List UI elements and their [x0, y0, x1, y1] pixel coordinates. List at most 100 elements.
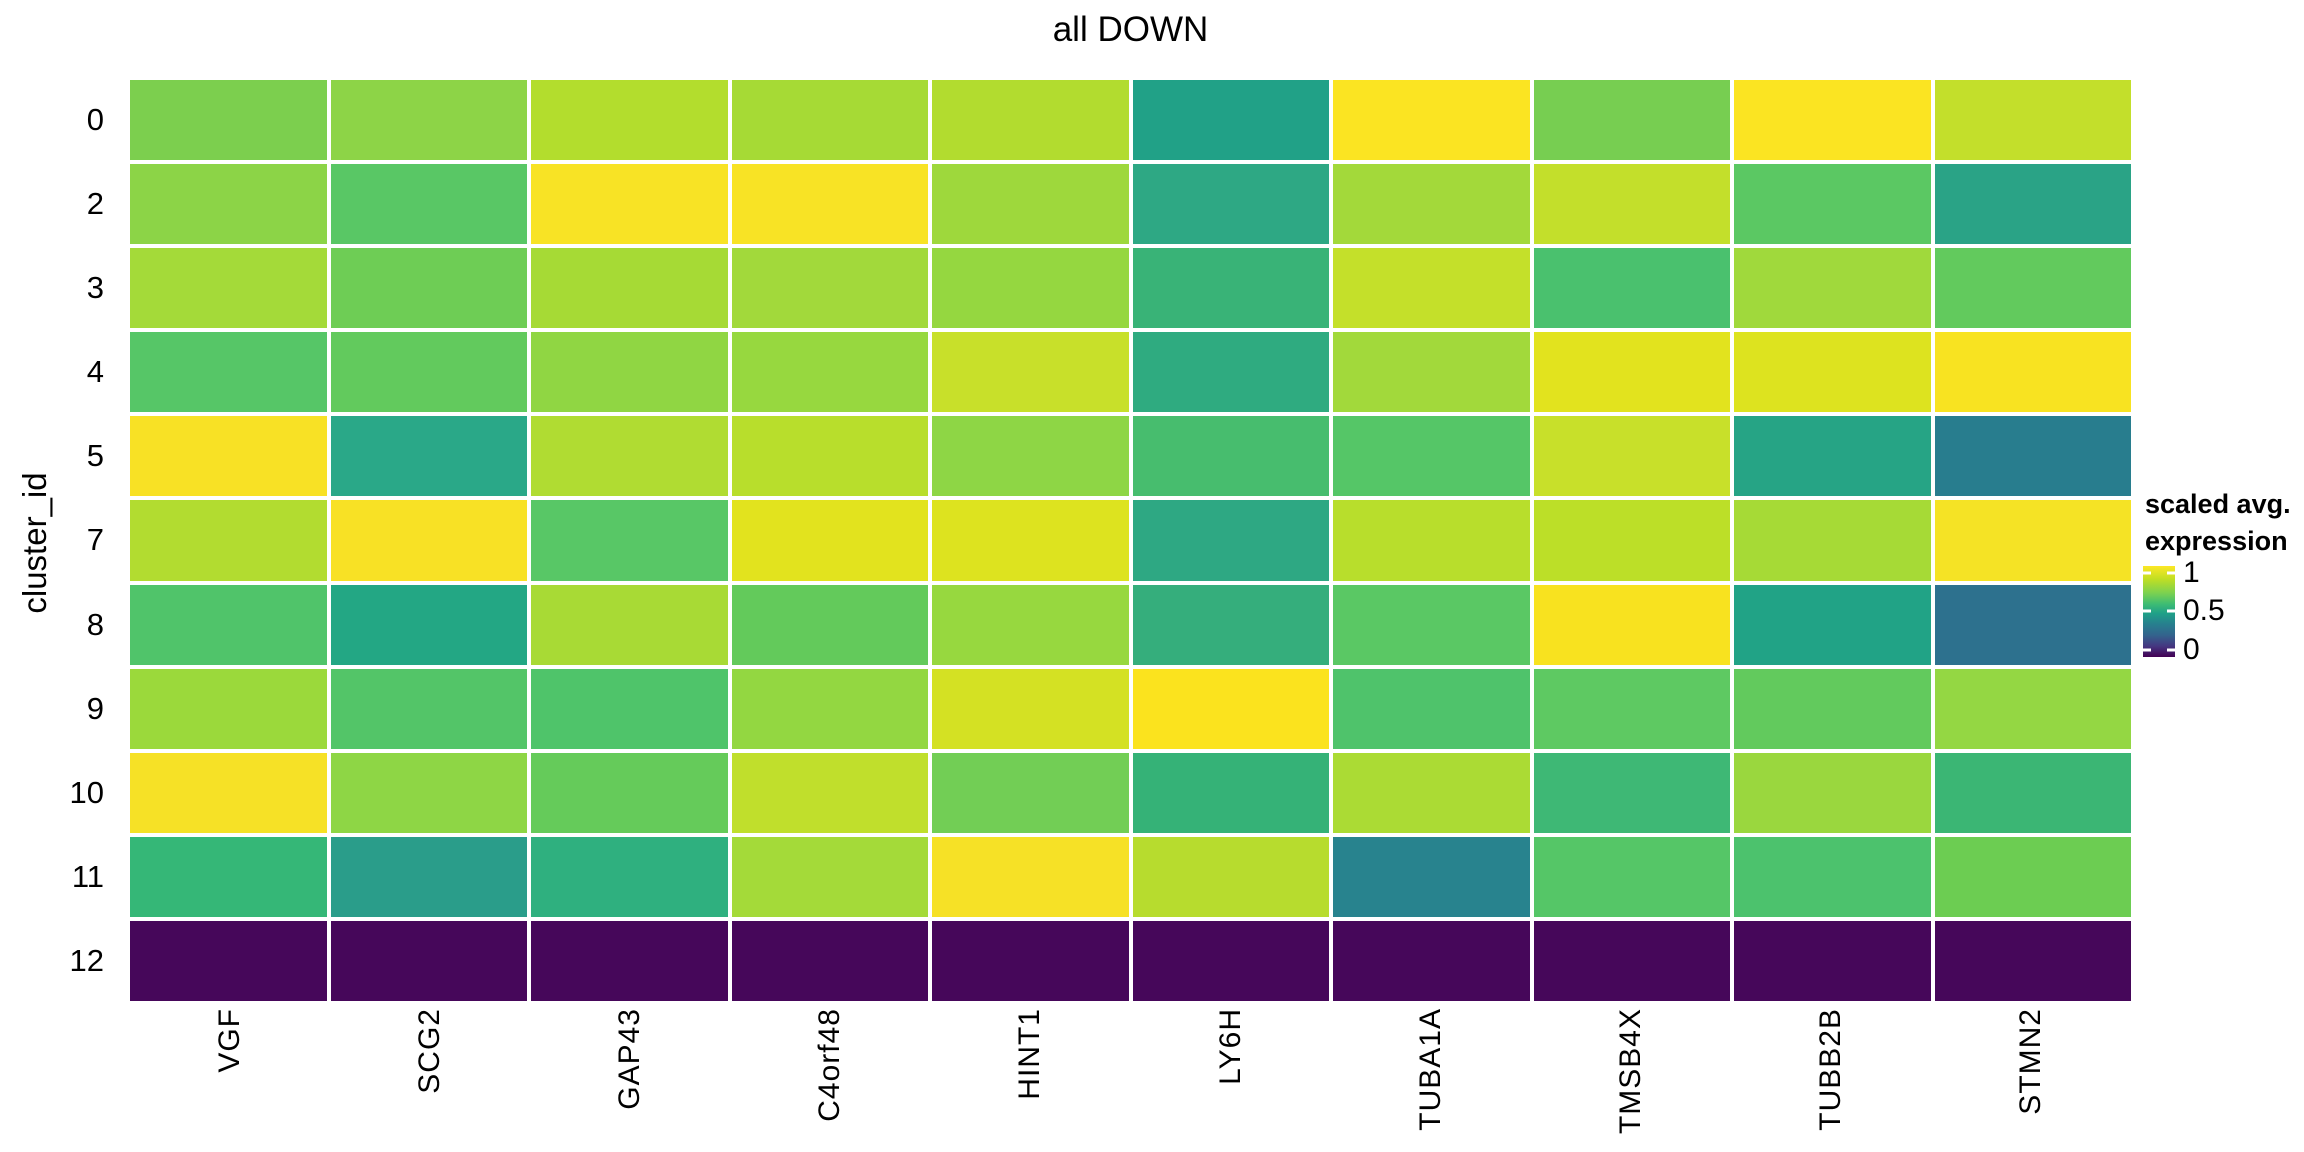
- heatmap-cell-0-HINT1: [932, 80, 1129, 161]
- heatmap-cell-10-LY6H: [1132, 752, 1329, 833]
- heatmap-cell-0-LY6H: [1132, 80, 1329, 161]
- heatmap-cell-8-TUBA1A: [1333, 584, 1530, 665]
- heatmap-cell-7-SCG2: [330, 500, 527, 581]
- heatmap-cell-10-GAP43: [531, 752, 728, 833]
- heatmap-cell-3-STMN2: [1934, 248, 2131, 329]
- y-tick-label-10: 10: [69, 774, 104, 810]
- y-tick-label-8: 8: [86, 606, 104, 642]
- x-tick-cell-C4orf48: C4orf48: [730, 1008, 930, 1150]
- heatmap-cell-2-LY6H: [1132, 164, 1329, 245]
- heatmap-cell-5-GAP43: [531, 416, 728, 497]
- chart-title: all DOWN: [1052, 10, 1209, 49]
- heatmap-cell-11-TUBB2B: [1734, 836, 1931, 917]
- y-tick-label-12: 12: [69, 942, 104, 978]
- heatmap-cell-12-STMN2: [1934, 920, 2131, 1001]
- heatmap-cell-5-TMSB4X: [1533, 416, 1730, 497]
- y-tick-label-4: 4: [86, 354, 104, 390]
- x-tick-cell-LY6H: LY6H: [1131, 1008, 1331, 1150]
- x-tick-cell-STMN2: STMN2: [1931, 1008, 2131, 1150]
- colorbar-tick-right-0: [2167, 648, 2175, 652]
- y-tick-label-11: 11: [71, 858, 104, 894]
- heatmap-cell-7-LY6H: [1132, 500, 1329, 581]
- heatmap-cell-12-LY6H: [1132, 920, 1329, 1001]
- heatmap-cell-8-VGF: [130, 584, 327, 665]
- heatmap-cell-8-TUBB2B: [1734, 584, 1931, 665]
- heatmap-cell-9-STMN2: [1934, 668, 2131, 749]
- heatmap-cell-3-C4orf48: [731, 248, 928, 329]
- heatmap-cell-12-HINT1: [932, 920, 1129, 1001]
- heatmap-cell-9-SCG2: [330, 668, 527, 749]
- heatmap-cell-7-GAP43: [531, 500, 728, 581]
- heatmap-cell-10-TUBB2B: [1734, 752, 1931, 833]
- heatmap-cell-4-VGF: [130, 332, 327, 413]
- heatmap-cell-12-SCG2: [330, 920, 527, 1001]
- x-tick-label-LY6H: LY6H: [1213, 1008, 1247, 1085]
- heatmap-cell-11-HINT1: [932, 836, 1129, 917]
- heatmap-cell-11-GAP43: [531, 836, 728, 917]
- heatmap-cell-10-TMSB4X: [1533, 752, 1730, 833]
- heatmap-cell-8-GAP43: [531, 584, 728, 665]
- heatmap-cell-5-VGF: [130, 416, 327, 497]
- heatmap-cell-9-TUBB2B: [1734, 668, 1931, 749]
- heatmap-cell-5-TUBB2B: [1734, 416, 1931, 497]
- heatmap-cell-11-C4orf48: [731, 836, 928, 917]
- y-tick-label-5: 5: [86, 438, 104, 474]
- legend: scaled avg. expression 1 0.5 0: [2143, 486, 2303, 716]
- heatmap-cell-5-SCG2: [330, 416, 527, 497]
- x-tick-cell-TUBA1A: TUBA1A: [1331, 1008, 1531, 1150]
- heatmap-cell-5-HINT1: [932, 416, 1129, 497]
- heatmap-cell-2-VGF: [130, 164, 327, 245]
- heatmap-cell-10-VGF: [130, 752, 327, 833]
- heatmap-cell-8-TMSB4X: [1533, 584, 1730, 665]
- heatmap-cell-0-VGF: [130, 80, 327, 161]
- heatmap-cell-7-HINT1: [932, 500, 1129, 581]
- colorbar-tick-left-0: [2143, 648, 2151, 652]
- x-tick-label-TUBB2B: TUBB2B: [1813, 1008, 1847, 1131]
- colorbar-tick-left-0.5: [2143, 609, 2151, 613]
- heatmap-cell-12-GAP43: [531, 920, 728, 1001]
- x-axis-tick-labels: VGF SCG2 GAP43 C4orf48 HINT1 LY6H TUBA1A TMSB4X…: [130, 1008, 2131, 1150]
- heatmap-cell-2-C4orf48: [731, 164, 928, 245]
- heatmap-cell-11-STMN2: [1934, 836, 2131, 917]
- heatmap-cell-12-TUBA1A: [1333, 920, 1530, 1001]
- heatmap-cell-5-TUBA1A: [1333, 416, 1530, 497]
- x-tick-label-SCG2: SCG2: [413, 1008, 447, 1094]
- x-tick-cell-HINT1: HINT1: [930, 1008, 1130, 1150]
- heatmap-cell-12-TMSB4X: [1533, 920, 1730, 1001]
- heatmap-cell-0-TUBB2B: [1734, 80, 1931, 161]
- heatmap-cell-10-HINT1: [932, 752, 1129, 833]
- heatmap-cell-12-VGF: [130, 920, 327, 1001]
- heatmap-cell-4-GAP43: [531, 332, 728, 413]
- heatmap-cell-7-TUBB2B: [1734, 500, 1931, 581]
- x-tick-cell-TMSB4X: TMSB4X: [1531, 1008, 1731, 1150]
- heatmap-cell-9-GAP43: [531, 668, 728, 749]
- y-tick-label-9: 9: [86, 690, 104, 726]
- x-tick-label-STMN2: STMN2: [2013, 1008, 2047, 1115]
- y-tick-label-2: 2: [86, 186, 104, 222]
- x-tick-label-C4orf48: C4orf48: [813, 1008, 847, 1122]
- heatmap-cell-2-GAP43: [531, 164, 728, 245]
- x-tick-label-GAP43: GAP43: [613, 1008, 647, 1110]
- heatmap-cell-9-LY6H: [1132, 668, 1329, 749]
- heatmap-cell-9-VGF: [130, 668, 327, 749]
- x-tick-label-HINT1: HINT1: [1013, 1008, 1047, 1100]
- colorbar-tick-right-1: [2167, 571, 2175, 575]
- heatmap-cell-2-TUBB2B: [1734, 164, 1931, 245]
- heatmap-cell-9-TMSB4X: [1533, 668, 1730, 749]
- heatmap-cell-5-LY6H: [1132, 416, 1329, 497]
- heatmap-cell-10-C4orf48: [731, 752, 928, 833]
- x-tick-cell-GAP43: GAP43: [530, 1008, 730, 1150]
- heatmap-cell-9-HINT1: [932, 668, 1129, 749]
- heatmap-cell-3-SCG2: [330, 248, 527, 329]
- heatmap-cell-5-STMN2: [1934, 416, 2131, 497]
- x-tick-cell-SCG2: SCG2: [330, 1008, 530, 1150]
- heatmap-cell-4-LY6H: [1132, 332, 1329, 413]
- heatmap-cell-7-TMSB4X: [1533, 500, 1730, 581]
- heatmap-cell-11-VGF: [130, 836, 327, 917]
- heatmap-cell-8-STMN2: [1934, 584, 2131, 665]
- heatmap-cell-3-LY6H: [1132, 248, 1329, 329]
- heatmap-cell-12-TUBB2B: [1734, 920, 1931, 1001]
- heatmap-cell-8-SCG2: [330, 584, 527, 665]
- heatmap-cell-9-C4orf48: [731, 668, 928, 749]
- heatmap-cell-11-LY6H: [1132, 836, 1329, 917]
